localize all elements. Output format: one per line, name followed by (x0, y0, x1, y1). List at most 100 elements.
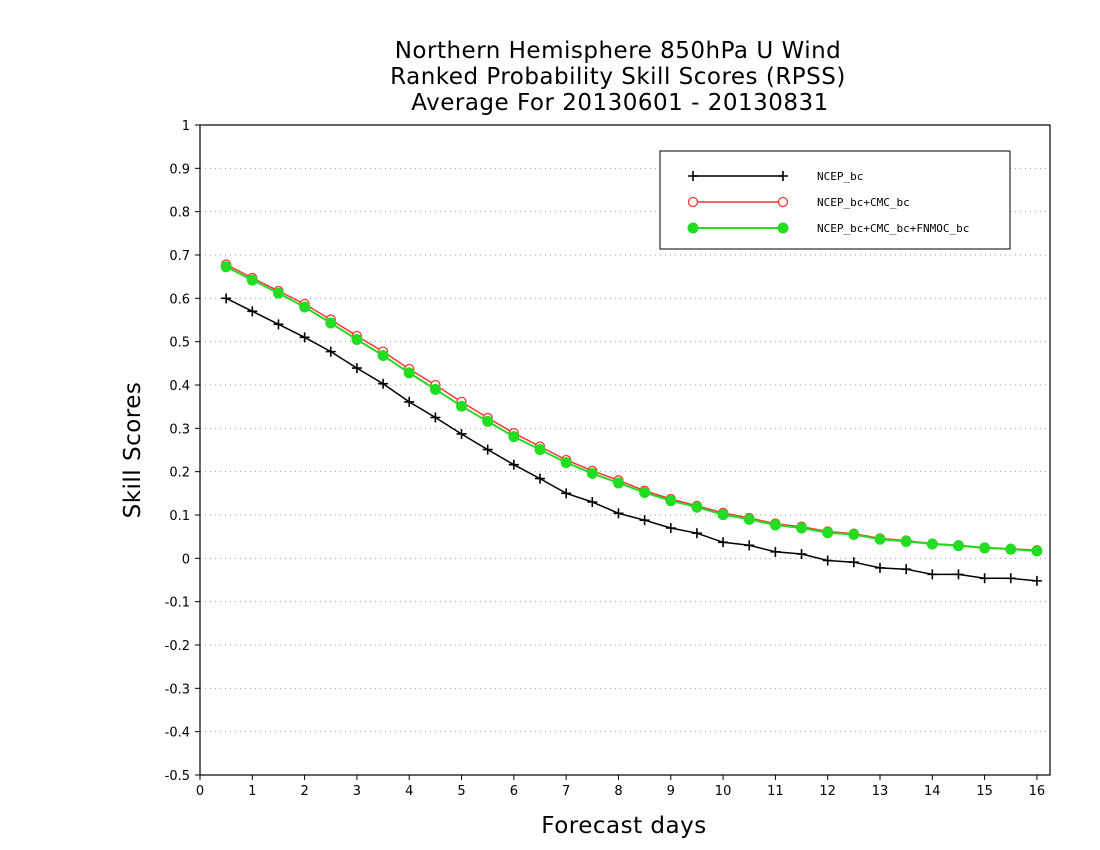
plus-marker (430, 412, 441, 423)
y-tick-label: 0.9 (169, 162, 190, 177)
y-tick-label: -0.5 (165, 769, 190, 784)
plus-marker (688, 171, 698, 181)
legend-item-2: NCEP_bc+CMC_bc (687, 196, 910, 209)
y-tick-label: 0.1 (169, 509, 190, 524)
plus-marker (613, 508, 624, 519)
series-line (225, 265, 1037, 552)
filled-circle-marker (874, 533, 886, 545)
legend: NCEP_bc NCEP_bc+CMC_bc NCEP_bc+CMC_bc+FNMO… (659, 150, 1011, 250)
series-3 (220, 261, 1043, 557)
filled-circle-marker (1005, 543, 1017, 555)
x-tick-label: 0 (196, 784, 204, 799)
plus-marker (778, 171, 788, 181)
x-tick-label: 4 (405, 784, 413, 799)
filled-circle-marker (272, 287, 284, 299)
x-tick-label: 8 (614, 784, 622, 799)
filled-circle-marker (377, 350, 389, 362)
plus-marker (1031, 575, 1042, 586)
legend-label: NCEP_bc (817, 170, 863, 183)
plus-marker (456, 428, 467, 439)
filled-circle-marker (952, 540, 964, 552)
x-tick-label: 16 (1029, 784, 1046, 799)
plus-marker (587, 497, 598, 507)
plus-marker (221, 293, 232, 304)
plus-marker (508, 459, 519, 470)
plot-frame (199, 124, 1051, 776)
y-tick-label: 0.2 (169, 466, 190, 481)
filled-circle-marker (246, 274, 258, 286)
open-circle-marker (687, 196, 699, 208)
series-2 (221, 259, 1043, 556)
filled-circle-marker (325, 317, 337, 329)
legend-item-3: NCEP_bc+CMC_bc+FNMOC_bc (687, 222, 969, 235)
filled-circle-marker (534, 444, 546, 456)
x-tick-label: 6 (510, 784, 518, 799)
y-tick-label: -0.4 (165, 726, 190, 741)
x-tick-label: 5 (457, 784, 465, 799)
filled-circle-marker (717, 509, 729, 521)
x-tick-label: 14 (924, 784, 941, 799)
plus-marker (1005, 573, 1016, 584)
filled-circle-marker (351, 334, 363, 345)
data-series (220, 259, 1043, 586)
plus-marker (770, 546, 781, 557)
plus-marker (351, 363, 362, 374)
filled-circle-marker (586, 467, 598, 479)
series-line (225, 297, 1037, 582)
filled-circle-marker (822, 527, 834, 539)
plus-marker (404, 396, 415, 407)
plus-marker (927, 569, 938, 580)
plus-marker (299, 332, 310, 343)
x-tick-label: 7 (562, 784, 570, 799)
y-tick-label: -0.2 (165, 639, 190, 654)
x-axis-label: Forecast days (541, 813, 706, 839)
chart-title-line-3: Average For 20130601 - 20130831 (411, 90, 829, 116)
filled-circle-marker (1031, 545, 1043, 557)
plus-marker (979, 573, 990, 584)
grid-lines (200, 167, 1050, 733)
plus-marker (561, 488, 572, 499)
filled-circle-marker (777, 222, 789, 234)
filled-circle-marker (979, 542, 991, 554)
plus-marker (247, 306, 258, 317)
filled-circle-marker (482, 415, 494, 427)
plus-marker (822, 555, 833, 566)
filled-circle-marker (900, 535, 912, 547)
x-tick-label: 9 (667, 784, 675, 799)
plus-marker (535, 473, 545, 484)
filled-circle-marker (403, 367, 415, 379)
y-tick-label: 0.4 (169, 379, 190, 394)
chart-title-line-2: Ranked Probability Skill Scores (RPSS) (390, 64, 846, 90)
x-tick-label: 11 (767, 784, 784, 799)
filled-circle-marker (299, 301, 311, 313)
y-tick-label: 0.5 (169, 336, 190, 351)
plus-marker (848, 557, 859, 568)
legend-box (659, 150, 1011, 250)
filled-circle-marker (508, 431, 520, 443)
axes: -0.5 -0.4 -0.3 -0.2 -0.1 0 0.1 0.2 0.3 0.4 0.5 0.6 0… (165, 119, 1051, 799)
y-tick-label: 0 (182, 552, 190, 567)
y-axis-label: Skill Scores (120, 382, 146, 519)
filled-circle-marker (848, 529, 860, 540)
x-tick-label: 12 (819, 784, 836, 799)
filled-circle-marker (691, 501, 703, 513)
filled-circle-marker (743, 513, 755, 525)
plus-marker (639, 515, 650, 526)
series-1 (221, 293, 1042, 586)
plus-marker (273, 319, 284, 330)
filled-circle-marker (429, 383, 441, 395)
plus-marker (875, 562, 885, 573)
plus-marker (718, 537, 729, 548)
x-tick-label: 3 (353, 784, 361, 799)
y-tick-label: -0.3 (165, 682, 190, 697)
plus-marker (691, 528, 702, 539)
legend-label: NCEP_bc+CMC_bc+FNMOC_bc (817, 222, 969, 235)
filled-circle-marker (926, 538, 938, 550)
filled-circle-marker (560, 457, 572, 469)
plus-marker (665, 523, 676, 533)
x-tick-label: 10 (715, 784, 732, 799)
plus-marker (953, 569, 964, 580)
series-line (225, 263, 1037, 551)
plus-marker (744, 540, 755, 551)
x-tick-label: 2 (300, 784, 308, 799)
